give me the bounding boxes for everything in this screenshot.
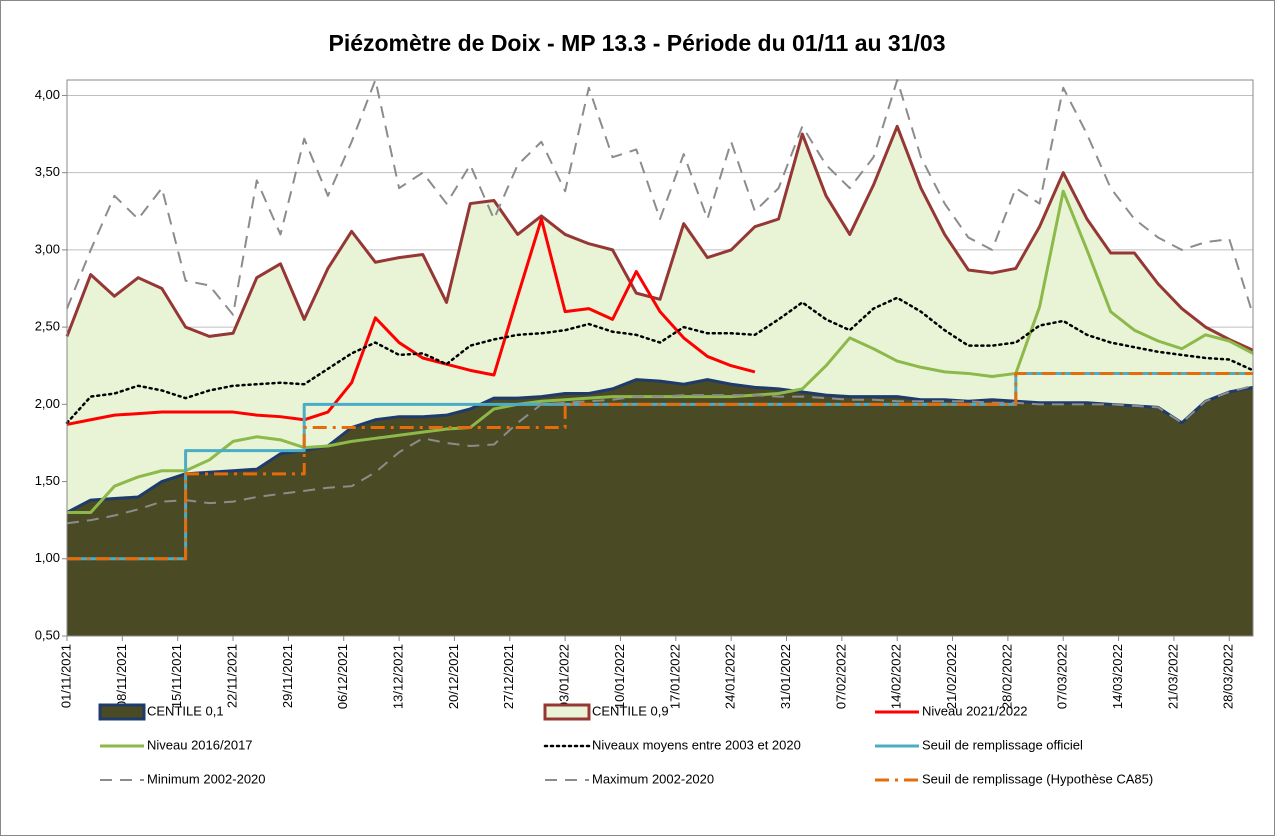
plot-area [65,79,1255,637]
legend-swatch [543,703,591,721]
x-tick-label: 07/03/2022 [1055,644,1070,709]
x-tick-label: 07/02/2022 [833,644,848,709]
x-tick-label: 21/02/2022 [944,644,959,709]
area-fill [67,379,1253,636]
x-tick-label: 01/11/2021 [58,644,73,708]
x-tick-label: 27/12/2021 [501,644,516,709]
x-tick-label: 15/11/2021 [169,644,184,708]
x-tick-label: 14/03/2022 [1110,644,1125,709]
y-tick-label: 1,00 [35,550,60,565]
series-line [67,371,1253,561]
series-line [66,79,1254,316]
legend-label: Seuil de remplissage officiel [922,737,1083,752]
x-tick-label: 28/02/2022 [999,644,1014,709]
x-tick-label: 13/12/2021 [391,644,406,709]
x-tick-label: 06/12/2021 [335,644,350,709]
y-tick-label: 0,50 [35,627,60,642]
x-tick-label: 24/01/2022 [723,644,738,709]
y-tick-label: 2,00 [35,396,60,411]
y-tick-label: 1,50 [35,473,60,488]
y-tick-label: 3,50 [35,164,60,179]
x-tick-label: 28/03/2022 [1221,644,1236,709]
legend-label: Seuil de remplissage (Hypothèse CA85) [922,771,1153,786]
y-tick-label: 4,00 [35,87,60,102]
legend-label: Niveau 2016/2017 [147,737,253,752]
x-tick-label: 14/02/2022 [889,644,904,709]
series-line [66,217,756,426]
x-tick-label: 10/01/2022 [612,644,627,709]
area-line [65,124,1254,352]
legend-label: CENTILE 0,9 [592,703,669,718]
x-tick-label: 29/11/2021 [280,644,295,708]
y-tick-label: 3,00 [35,241,60,256]
series-line [65,296,1255,425]
legend-label: Maximum 2002-2020 [592,771,714,786]
x-tick-label: 08/11/2021 [114,644,129,708]
plot-border [66,79,1254,637]
area-line [66,378,1254,514]
chart-title: Piézomètre de Doix - MP 13.3 - Période d… [328,30,945,56]
x-tick-label: 22/11/2021 [224,644,239,708]
series-line [66,384,1254,525]
legend-swatch [98,703,146,721]
legend-label: Niveaux moyens entre 2003 et 2020 [592,737,801,752]
x-tick-label: 17/01/2022 [667,644,682,709]
legend-label: Minimum 2002-2020 [147,771,266,786]
x-tick-label: 20/12/2021 [446,644,461,709]
x-tick-label: 03/01/2022 [557,644,572,709]
legend-label: CENTILE 0,1 [147,703,224,718]
legend-label: Niveau 2021/2022 [922,703,1028,718]
y-tick-label: 2,50 [35,319,60,334]
x-tick-label: 21/03/2022 [1165,644,1180,709]
x-tick-label: 31/01/2022 [778,644,793,709]
